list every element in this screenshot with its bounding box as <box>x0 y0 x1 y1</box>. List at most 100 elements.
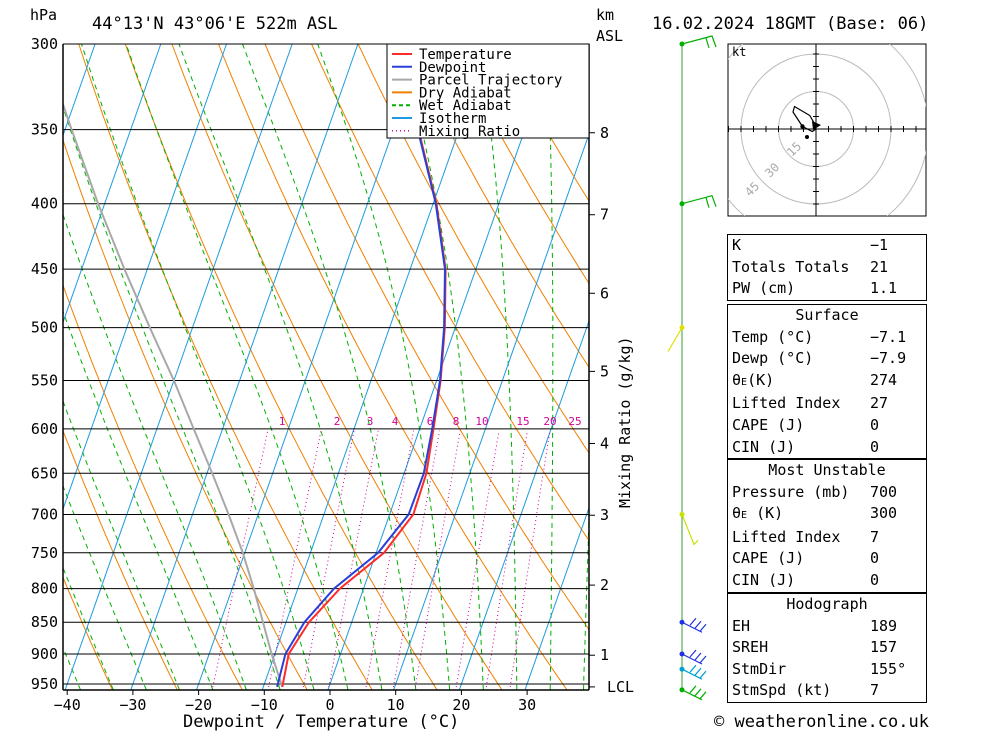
wind-barb <box>668 328 682 352</box>
mixing-ratio-line <box>510 431 550 691</box>
x-tick-label: 30 <box>518 696 536 714</box>
dry-adiabat-line <box>79 44 372 690</box>
wet-adiabat-line <box>0 44 146 690</box>
legend-label: Mixing Ratio <box>419 124 520 140</box>
mixing-ratio-label: 8 <box>453 415 460 428</box>
x-tick-label: −40 <box>54 696 81 714</box>
dewpoint-profile-line <box>277 44 445 687</box>
km-tick-label: 2 <box>600 576 609 594</box>
mixing-ratio-label: 4 <box>392 415 399 428</box>
dry-adiabat-line <box>125 44 437 690</box>
pressure-tick-label: 350 <box>31 121 58 139</box>
mixing-ratio-label: 20 <box>543 415 556 428</box>
pressure-tick-label: 850 <box>31 613 58 631</box>
most-unstable-heading: Most Unstable <box>728 460 926 482</box>
wind-barb <box>682 196 716 208</box>
km-tick-label: 6 <box>600 284 609 302</box>
wind-barb <box>682 618 706 632</box>
wet-adiabat-line <box>547 44 553 690</box>
pressure-tick-label: 900 <box>31 645 58 663</box>
parcel-trajectory-profile-line <box>43 44 283 687</box>
mixing-ratio-label: 1 <box>279 415 286 428</box>
mixing-ratio-label: 2 <box>334 415 341 428</box>
dry-adiabat-line <box>963 44 1000 690</box>
hodograph-point <box>800 124 804 128</box>
mu-thetae-row: θE (K)300 <box>728 503 926 527</box>
indices-table-most-unstable: Most Unstable Pressure (mb)700 θE (K)300… <box>727 459 927 593</box>
isotherm-line <box>525 44 752 691</box>
km-axis-label: km <box>596 6 614 24</box>
isotherm-line <box>393 44 620 691</box>
copyright-text: © weatheronline.co.uk <box>714 712 929 732</box>
surface-thetae-row: θE(K)274 <box>728 370 926 394</box>
pressure-tick-label: 700 <box>31 505 58 523</box>
wet-adiabat-line <box>479 44 516 690</box>
mixing-ratio-label: 25 <box>568 415 581 428</box>
indices-table-surface: Surface Temp (°C)−7.1 Dewp (°C)−7.9 θE(K… <box>727 304 927 459</box>
pressure-tick-label: 800 <box>31 580 58 598</box>
wind-barb <box>682 686 706 700</box>
km-tick-label: 8 <box>600 124 609 142</box>
km-tick-label: LCL <box>607 678 634 696</box>
mixing-ratio-label: 10 <box>475 415 488 428</box>
wind-barb <box>682 514 698 544</box>
index-row-pw: PW (cm)1.1 <box>728 278 926 300</box>
surface-cape-row: CAPE (J)0 <box>728 415 926 437</box>
pressure-tick-label: 750 <box>31 544 58 562</box>
hodograph-unit-label: kt <box>732 45 746 59</box>
km-tick-label: 4 <box>600 434 609 452</box>
isotherm-line <box>65 44 292 691</box>
mixing-ratio-line <box>415 431 461 691</box>
km-tick-label: 7 <box>600 206 609 224</box>
mixing-ratio-line <box>212 431 268 691</box>
isotherm-line <box>130 44 357 691</box>
pressure-tick-label: 400 <box>31 195 58 213</box>
isotherm-line <box>0 44 29 691</box>
mixing-ratio-axis-title: Mixing Ratio (g/kg) <box>616 336 634 508</box>
x-axis-title: Dewpoint / Temperature (°C) <box>183 712 459 732</box>
km-tick-label: 5 <box>600 362 609 380</box>
wind-profile <box>668 36 716 700</box>
dry-adiabat-line <box>219 44 567 690</box>
pressure-tick-label: 300 <box>31 35 58 53</box>
mu-pressure-row: Pressure (mb)700 <box>728 482 926 504</box>
hodograph-heading: Hodograph <box>728 594 926 616</box>
dry-adiabat-line <box>917 44 1000 690</box>
pressure-tick-label: 500 <box>31 319 58 337</box>
wind-barb <box>682 36 716 48</box>
wet-adiabat-line <box>0 44 179 690</box>
dry-adiabat-line <box>265 44 632 690</box>
mu-cin-row: CIN (J)0 <box>728 570 926 592</box>
dry-adiabat-line <box>358 44 762 690</box>
mixing-ratio-label: 15 <box>516 415 529 428</box>
wind-barb <box>682 665 706 679</box>
isotherm-line <box>0 44 161 691</box>
mixing-ratio-line <box>328 431 378 691</box>
location-title: 44°13'N 43°06'E 522m ASL <box>92 14 338 34</box>
x-tick-label: −30 <box>119 696 146 714</box>
mixing-ratio-label: 3 <box>367 415 374 428</box>
wet-adiabat-line <box>318 44 450 690</box>
pressure-tick-label: 550 <box>31 372 58 390</box>
pressure-tick-label: 600 <box>31 420 58 438</box>
datetime-title: 16.02.2024 18GMT (Base: 06) <box>652 14 928 34</box>
index-row-k: K−1 <box>728 235 926 257</box>
surface-heading: Surface <box>728 305 926 327</box>
hodograph-storm-point <box>805 135 809 139</box>
wind-barb <box>682 650 706 664</box>
isotherm-line <box>459 44 686 691</box>
mu-cape-row: CAPE (J)0 <box>728 548 926 570</box>
dry-adiabat-line <box>32 44 307 690</box>
km-tick-label: 3 <box>600 506 609 524</box>
